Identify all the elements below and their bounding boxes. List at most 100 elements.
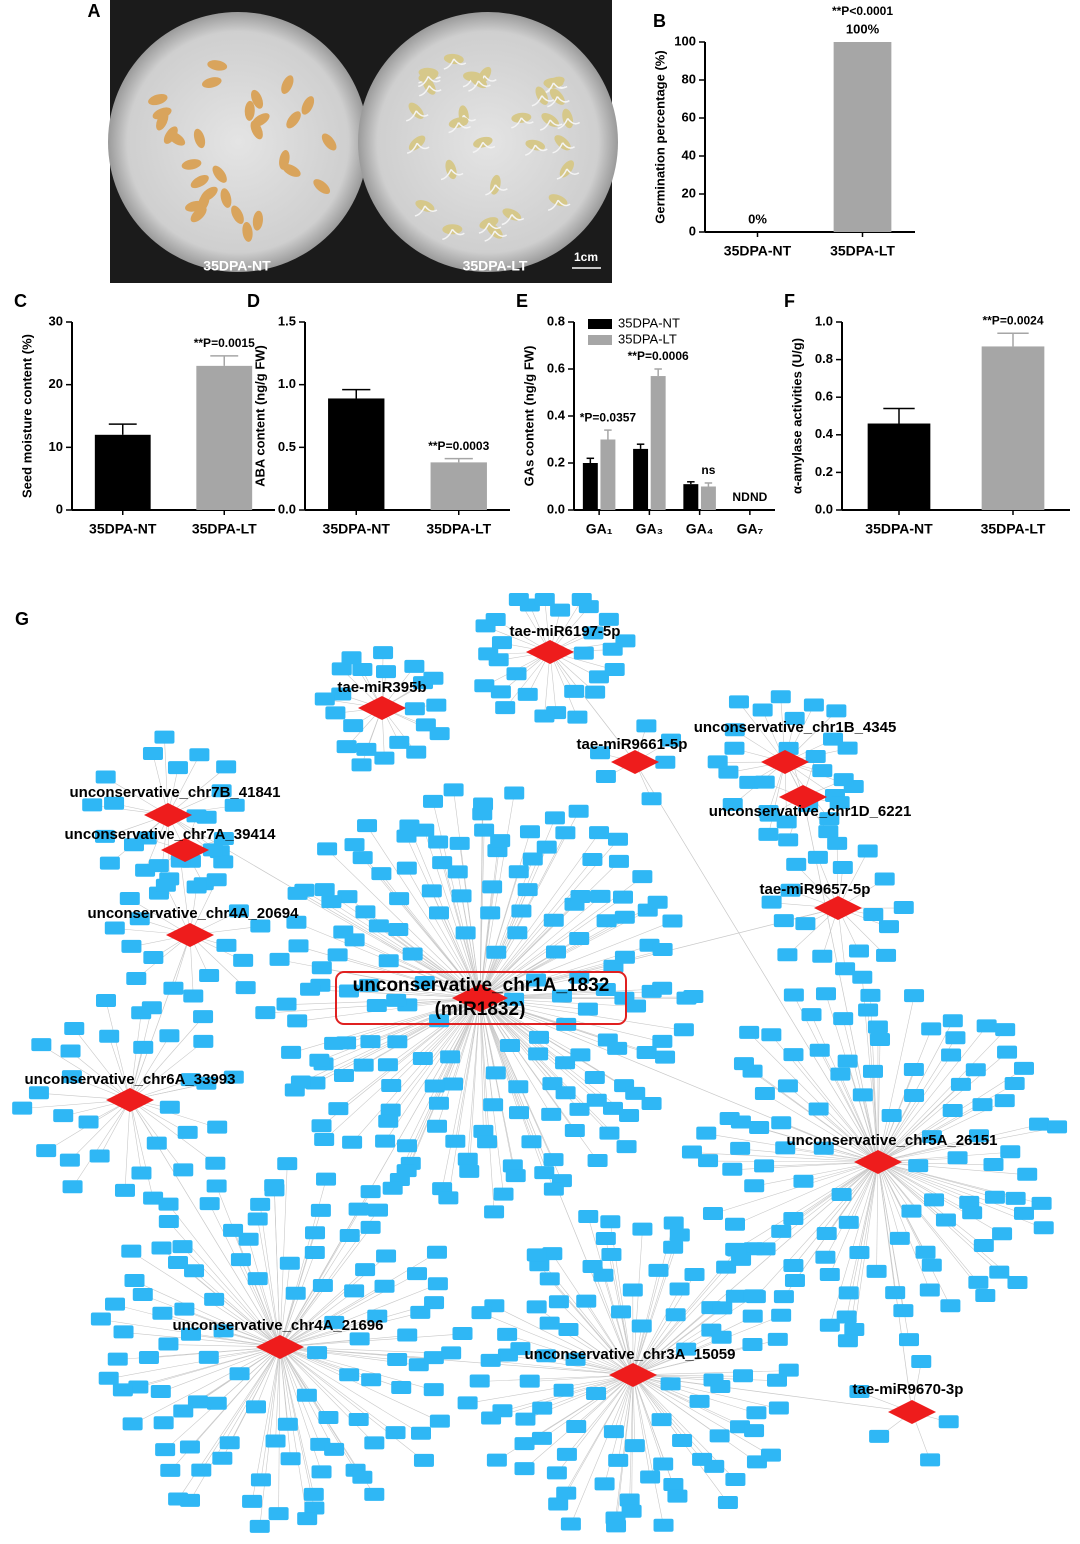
- target-node: [992, 1227, 1013, 1241]
- target-node: [632, 870, 653, 884]
- edge: [180, 861, 191, 936]
- target-node: [426, 1245, 447, 1259]
- target-node: [532, 1401, 553, 1415]
- target-node: [553, 1383, 574, 1397]
- edge: [848, 1161, 879, 1224]
- annotation: **P=0.0024: [982, 313, 1043, 327]
- target-node: [924, 1193, 945, 1207]
- target-node: [391, 1380, 412, 1394]
- target-node: [849, 1385, 870, 1399]
- target-node: [410, 1426, 431, 1440]
- target-node: [989, 1265, 1010, 1279]
- edge: [632, 1374, 651, 1478]
- edge: [70, 1051, 131, 1101]
- edge: [390, 997, 481, 1111]
- edge: [366, 825, 481, 999]
- target-node: [573, 646, 594, 660]
- target-node: [423, 1351, 444, 1365]
- target-node: [761, 895, 782, 909]
- target-node: [325, 706, 346, 720]
- y-axis-label: Germination percentage (%): [652, 50, 667, 223]
- target-node: [158, 1197, 179, 1211]
- target-node: [90, 1312, 111, 1326]
- seed: [282, 164, 301, 177]
- target-node: [78, 1115, 99, 1129]
- target-node: [838, 1215, 859, 1229]
- hub-node: [452, 984, 508, 1012]
- target-node: [585, 685, 606, 699]
- edge: [768, 761, 786, 835]
- target-node: [413, 1453, 434, 1467]
- edge: [632, 1374, 779, 1409]
- target-node: [612, 890, 633, 904]
- target-node: [423, 794, 444, 808]
- target-node: [229, 1367, 250, 1381]
- target-node: [408, 1358, 429, 1372]
- target-node: [202, 843, 223, 857]
- seed: [321, 133, 337, 151]
- edge: [877, 1127, 1058, 1163]
- target-node: [396, 861, 417, 875]
- edge: [279, 1192, 371, 1348]
- target-node: [238, 1232, 259, 1246]
- target-node: [728, 695, 749, 709]
- target-node: [198, 1350, 219, 1364]
- target-node: [317, 842, 338, 856]
- target-node: [441, 1346, 462, 1360]
- target-node: [570, 890, 591, 904]
- target-node: [522, 852, 543, 866]
- target-node: [333, 1069, 354, 1083]
- seed: [190, 175, 209, 189]
- target-node: [382, 1181, 403, 1195]
- sprout: [531, 95, 555, 107]
- hub-node: [814, 896, 862, 920]
- target-node: [349, 1332, 370, 1346]
- edge: [467, 1374, 634, 1404]
- edge: [193, 1270, 281, 1348]
- target-node: [599, 1126, 620, 1140]
- target-node: [614, 910, 635, 924]
- target-node: [151, 1241, 172, 1255]
- target-node: [831, 1188, 852, 1202]
- target-node: [424, 1079, 445, 1093]
- edge: [479, 896, 601, 999]
- target-node: [233, 953, 254, 967]
- sprout: [511, 117, 534, 129]
- target-node: [339, 1368, 360, 1382]
- target-node: [598, 612, 619, 626]
- target-node: [921, 1130, 942, 1144]
- target-node: [548, 1497, 569, 1511]
- edge: [279, 1252, 316, 1348]
- target-node: [228, 904, 249, 918]
- hub-label: unconservative_chr1B_4345: [694, 719, 897, 736]
- target-node: [568, 804, 589, 818]
- target-node: [815, 987, 836, 1001]
- edge: [129, 1099, 184, 1171]
- x-tick-label: 35DPA-LT: [426, 521, 491, 537]
- target-node: [595, 982, 616, 996]
- edge: [479, 1374, 634, 1382]
- target-node: [783, 988, 804, 1002]
- seed: [313, 179, 331, 195]
- edge: [735, 1161, 879, 1251]
- target-node: [280, 1452, 301, 1466]
- target-node: [186, 880, 207, 894]
- target-node: [754, 1086, 775, 1100]
- seed: [193, 128, 206, 149]
- edge: [494, 1305, 634, 1376]
- target-node: [199, 1197, 220, 1211]
- target-node: [508, 593, 529, 606]
- target-node: [473, 797, 494, 811]
- target-node: [901, 1204, 922, 1218]
- target-node: [743, 1242, 764, 1256]
- target-node: [247, 1272, 268, 1286]
- y-tick-label: 0.8: [815, 351, 833, 366]
- edge: [279, 1316, 378, 1348]
- target-node: [407, 1267, 428, 1281]
- panel-label: D: [247, 291, 260, 311]
- target-node: [491, 636, 512, 650]
- target-node: [167, 761, 188, 775]
- sprout: [418, 85, 442, 97]
- edge: [351, 997, 481, 1143]
